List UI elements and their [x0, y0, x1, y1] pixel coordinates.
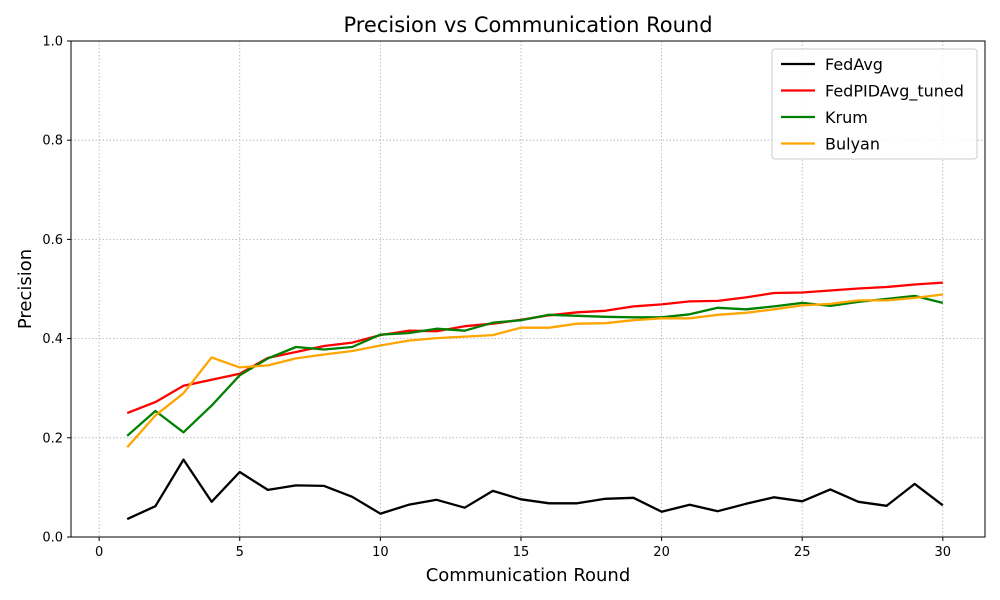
x-tick-label: 30: [935, 545, 952, 560]
legend-box: [771, 48, 978, 160]
legend-label: FedAvg: [825, 55, 883, 74]
series-line-krum: [126, 294, 944, 437]
y-tick-label: 0.6: [42, 233, 63, 248]
y-tick-label: 0.4: [42, 332, 63, 347]
y-axis-label: Precision: [15, 249, 36, 329]
chart-title: Precision vs Communication Round: [343, 13, 712, 37]
series-lines: [126, 281, 944, 521]
x-tick-label: 20: [653, 545, 670, 560]
x-axis-label: Communication Round: [426, 565, 631, 586]
x-axis-ticks: 0 5 10 15 20 25 30: [95, 537, 951, 560]
x-tick-label: 10: [372, 545, 389, 560]
plot-frame: [70, 40, 986, 538]
legend-label: Bulyan: [825, 135, 880, 154]
series-line-bulyan: [126, 293, 943, 448]
legend-label: FedPIDAvg_tuned: [825, 82, 964, 102]
legend-label: Krum: [825, 108, 868, 127]
legend: FedAvg FedPIDAvg_tuned Krum Bulyan: [771, 48, 978, 160]
series-line-fedavg: [126, 458, 944, 521]
y-tick-label: 0.0: [42, 531, 63, 546]
y-tick-label: 0.8: [42, 134, 63, 149]
grid-lines: [71, 40, 985, 538]
y-tick-label: 1.0: [42, 35, 63, 50]
x-tick-label: 5: [236, 545, 244, 560]
x-tick-label: 25: [794, 545, 811, 560]
y-tick-label: 0.2: [42, 431, 63, 446]
y-axis-ticks: 0.0 0.2 0.4 0.6 0.8 1.0: [42, 35, 71, 546]
x-tick-label: 0: [95, 545, 103, 560]
x-tick-label: 15: [513, 545, 530, 560]
